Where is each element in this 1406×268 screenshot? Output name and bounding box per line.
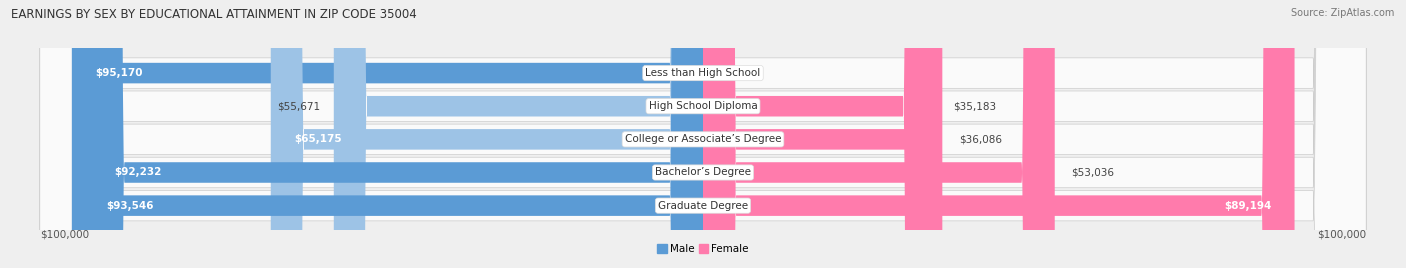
FancyBboxPatch shape [703, 0, 1054, 268]
FancyBboxPatch shape [39, 0, 1367, 268]
FancyBboxPatch shape [39, 0, 1367, 268]
Text: $36,086: $36,086 [959, 134, 1002, 144]
Text: College or Associate’s Degree: College or Associate’s Degree [624, 134, 782, 144]
Text: $100,000: $100,000 [1317, 229, 1367, 240]
Text: $93,546: $93,546 [105, 201, 153, 211]
Text: $53,036: $53,036 [1071, 168, 1115, 177]
FancyBboxPatch shape [39, 0, 1367, 268]
Text: EARNINGS BY SEX BY EDUCATIONAL ATTAINMENT IN ZIP CODE 35004: EARNINGS BY SEX BY EDUCATIONAL ATTAINMEN… [11, 8, 418, 21]
FancyBboxPatch shape [39, 0, 1367, 268]
FancyBboxPatch shape [703, 0, 936, 268]
FancyBboxPatch shape [333, 0, 703, 268]
Text: Less than High School: Less than High School [645, 68, 761, 78]
Text: $0: $0 [727, 68, 740, 78]
Text: $65,175: $65,175 [294, 134, 342, 144]
Text: Source: ZipAtlas.com: Source: ZipAtlas.com [1291, 8, 1395, 18]
Text: $92,232: $92,232 [114, 168, 162, 177]
FancyBboxPatch shape [39, 0, 1367, 268]
Text: Bachelor’s Degree: Bachelor’s Degree [655, 168, 751, 177]
Legend: Male, Female: Male, Female [654, 240, 752, 258]
FancyBboxPatch shape [72, 0, 703, 268]
FancyBboxPatch shape [83, 0, 703, 268]
Text: $35,183: $35,183 [953, 101, 995, 111]
FancyBboxPatch shape [703, 0, 1295, 268]
Text: $89,194: $89,194 [1225, 201, 1271, 211]
Text: $95,170: $95,170 [96, 68, 142, 78]
Text: High School Diploma: High School Diploma [648, 101, 758, 111]
Text: $100,000: $100,000 [39, 229, 89, 240]
FancyBboxPatch shape [271, 0, 703, 268]
FancyBboxPatch shape [703, 0, 942, 268]
FancyBboxPatch shape [91, 0, 703, 268]
Text: $55,671: $55,671 [277, 101, 321, 111]
Text: Graduate Degree: Graduate Degree [658, 201, 748, 211]
